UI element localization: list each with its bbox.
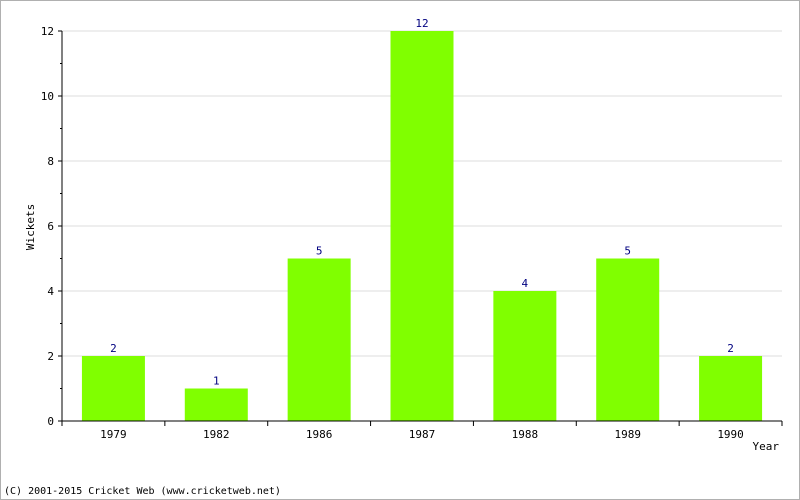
bar <box>596 258 660 421</box>
bar <box>699 356 763 421</box>
bar <box>81 356 145 421</box>
y-axis-title: Wickets <box>24 204 37 250</box>
x-tick-label: 1988 <box>512 428 539 441</box>
labels: 0 2 4 6 8 10 12 2 1979 1 1982 5 1986 12 1987 4 1988 5 1989… <box>41 17 744 441</box>
bar-value-label: 2 <box>727 342 734 355</box>
x-axis-title: Year <box>753 440 780 453</box>
bars <box>81 31 763 421</box>
x-tick-label: 1989 <box>614 428 641 441</box>
bar-value-label: 1 <box>213 375 220 388</box>
y-tick-label: 8 <box>47 155 54 168</box>
bar-value-label: 12 <box>415 17 428 30</box>
y-tick-label: 0 <box>47 415 54 428</box>
copyright-notice: (C) 2001-2015 Cricket Web (www.cricketwe… <box>4 486 281 497</box>
x-tick-label: 1986 <box>306 428 333 441</box>
bar-value-label: 4 <box>522 277 529 290</box>
bar <box>287 258 351 421</box>
y-tick-label: 6 <box>47 220 54 233</box>
bar <box>493 291 557 421</box>
bar-value-label: 2 <box>110 342 117 355</box>
bar-value-label: 5 <box>624 245 631 258</box>
x-tick-label: 1982 <box>203 428 230 441</box>
y-tick-label: 2 <box>47 350 54 363</box>
bar <box>390 31 454 421</box>
axes <box>58 30 783 426</box>
x-tick-label: 1987 <box>409 428 436 441</box>
x-tick-label: 1979 <box>100 428 127 441</box>
bar-value-label: 5 <box>316 245 323 258</box>
y-tick-label: 10 <box>41 90 54 103</box>
bar <box>184 388 248 421</box>
x-tick-label: 1990 <box>717 428 744 441</box>
y-tick-label: 12 <box>41 25 54 38</box>
y-tick-label: 4 <box>47 285 54 298</box>
